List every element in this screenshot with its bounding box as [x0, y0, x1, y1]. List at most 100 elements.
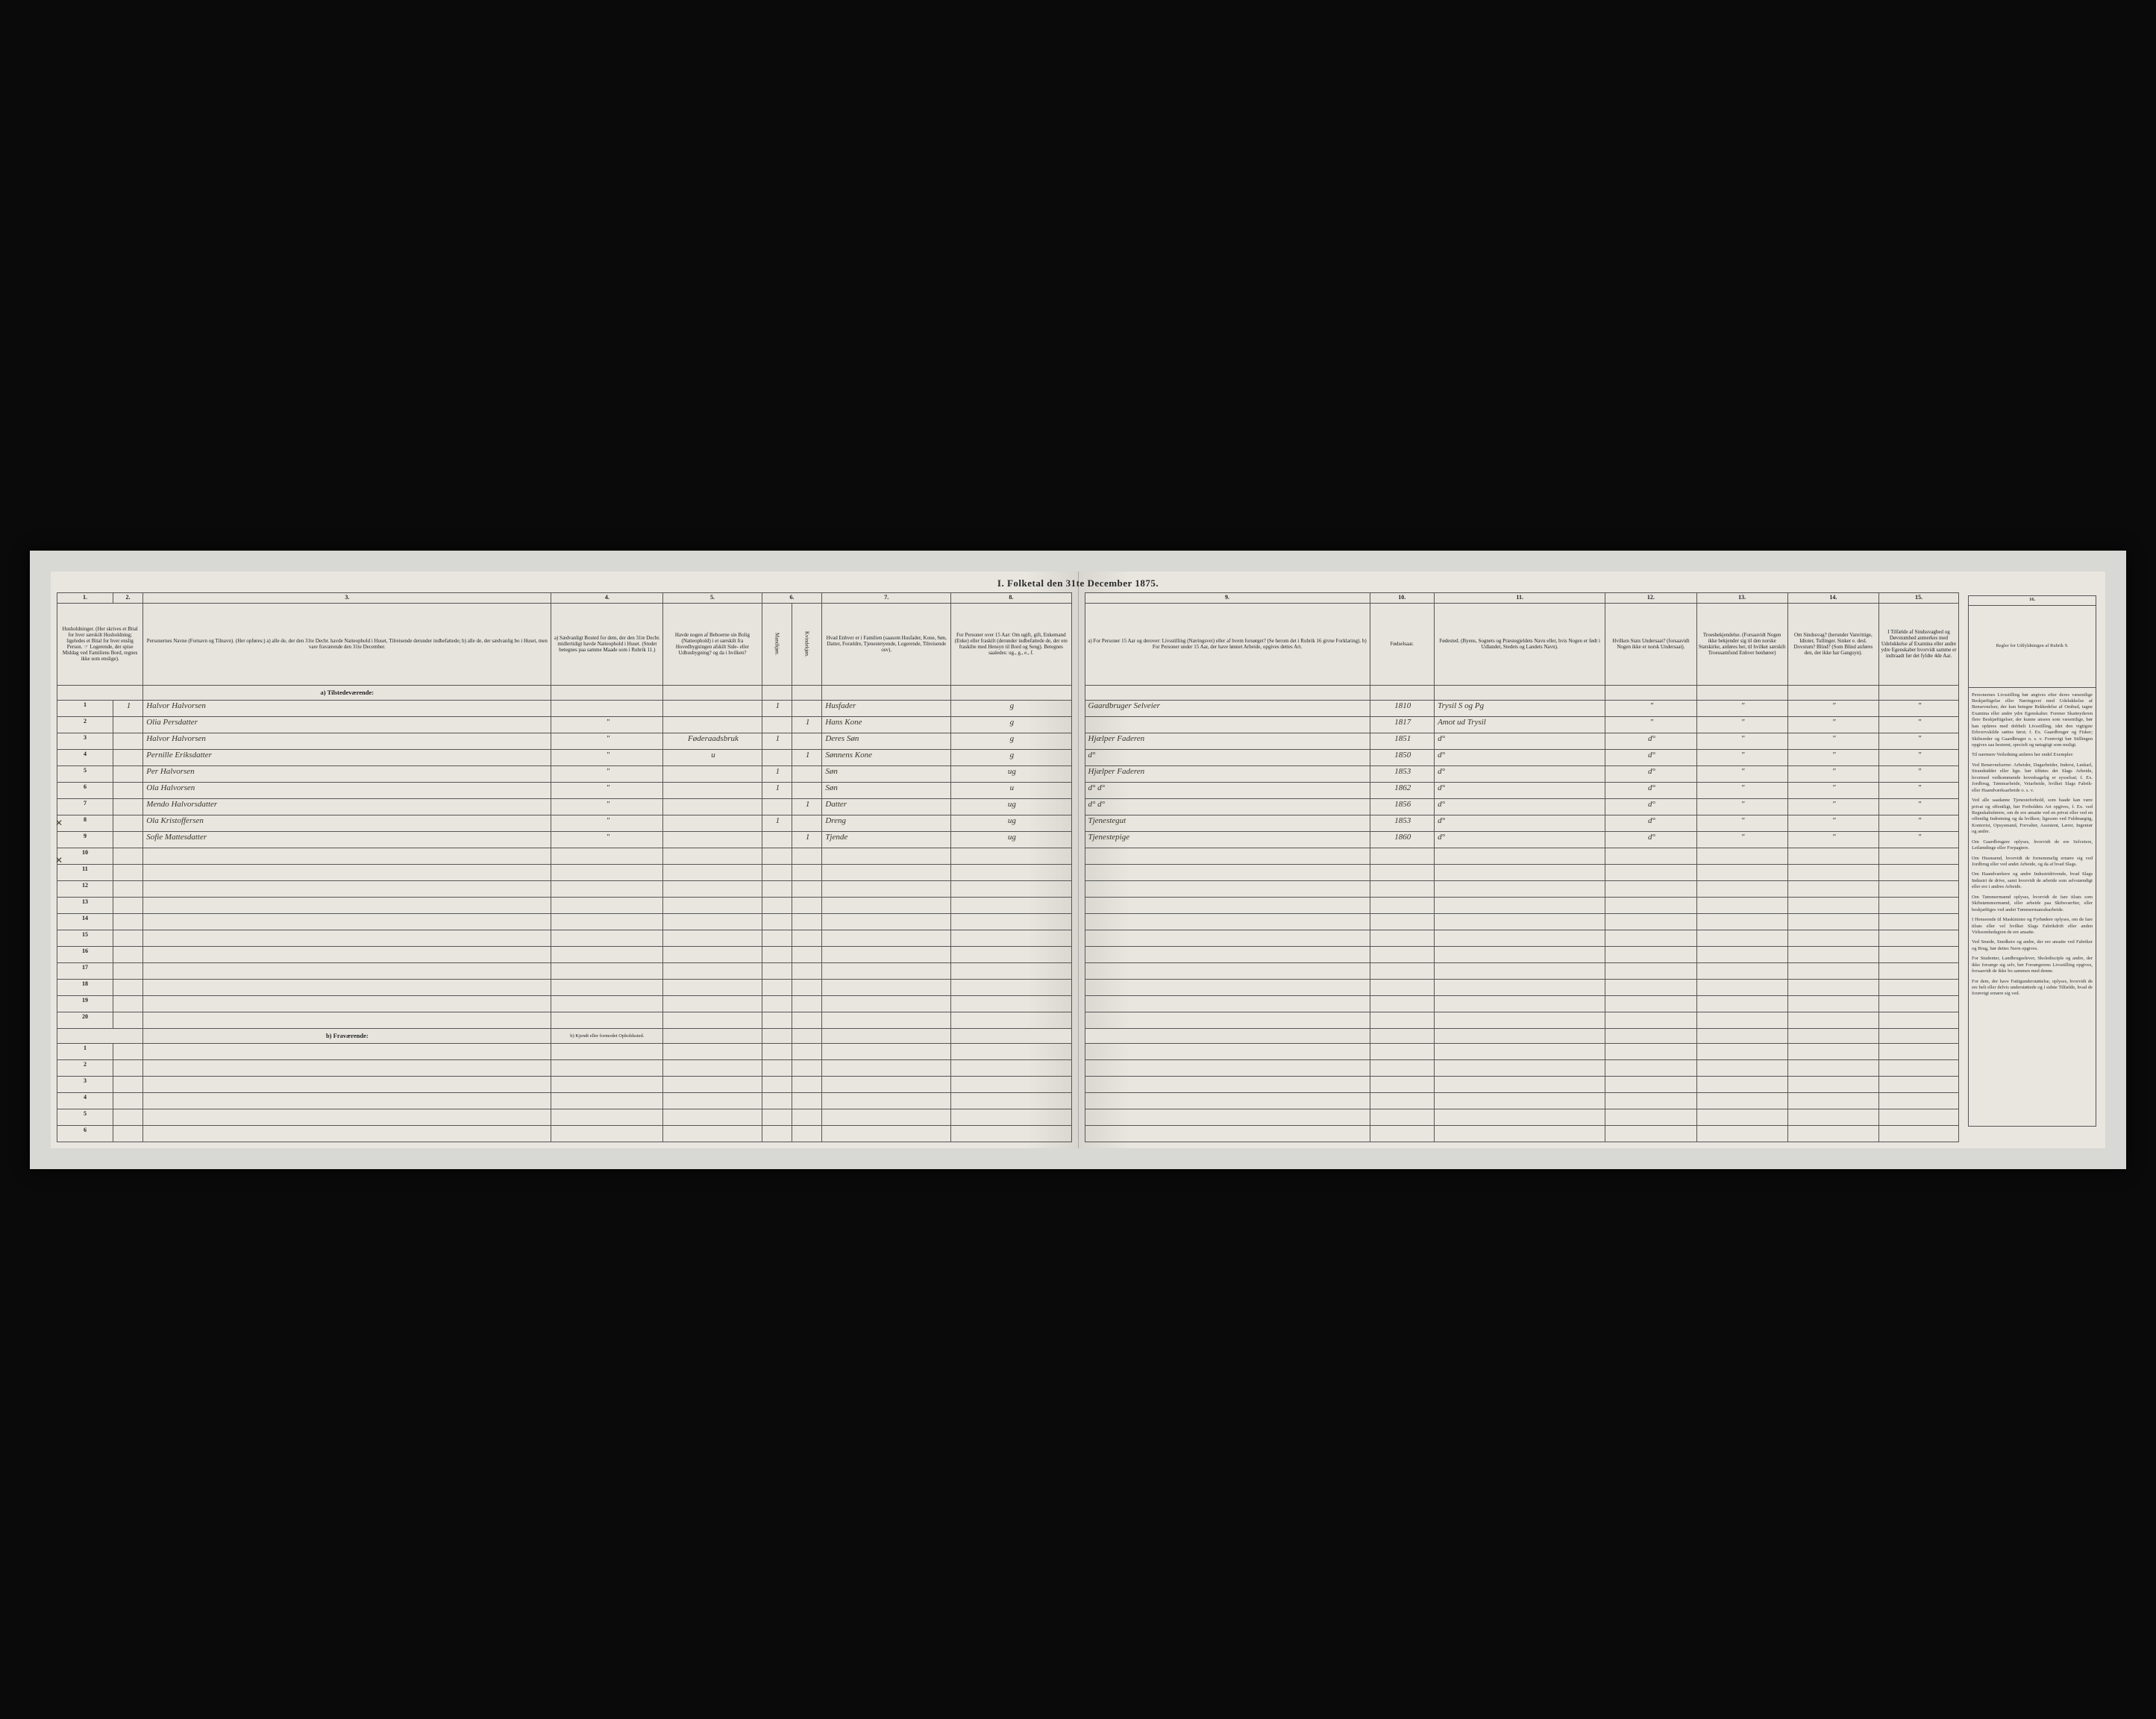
table-row	[1085, 930, 1959, 946]
table-row: 3	[57, 1076, 1072, 1092]
table-row: 12	[57, 880, 1072, 897]
cell: Sofie Mattesdatter	[143, 831, 551, 848]
instruction-para: I Henseende til Maskinister og Fyrbødere…	[1972, 917, 2093, 936]
colnum: 6.	[762, 592, 822, 603]
cell: 6	[57, 782, 113, 798]
cell: "	[551, 831, 663, 848]
section-b-label: b) Fraværende:	[143, 1028, 551, 1043]
col-header: Personernes Navne (Fornavn og Tilnavn). …	[143, 603, 551, 685]
cell: 1	[792, 716, 822, 733]
cell: 1817	[1370, 716, 1435, 733]
instruction-para: Ved alle saadanne Tjenesteforhold, som b…	[1972, 798, 2093, 836]
page-title: I. Folketal den 31te December 1875.	[51, 577, 2105, 589]
cell	[113, 782, 142, 798]
cell: d°	[1435, 733, 1605, 749]
right-table: 9. 10. 11. 12. 13. 14. 15. a) For Person…	[1085, 592, 1960, 1142]
colnum: 8.	[951, 592, 1071, 603]
cell	[762, 831, 792, 848]
table-row: 18	[57, 979, 1072, 995]
cell: Hjælper Faderen	[1085, 765, 1370, 782]
cell: d°	[1435, 815, 1605, 831]
col-header: a) For Personer 15 Aar og derover: Livss…	[1085, 603, 1370, 685]
right-page: 9. 10. 11. 12. 13. 14. 15. a) For Person…	[1079, 572, 2106, 1148]
cell: 4	[57, 749, 113, 765]
cell	[1085, 716, 1370, 733]
cell: 5	[57, 765, 113, 782]
table-row: 6	[57, 1125, 1072, 1142]
cell: "	[1787, 782, 1878, 798]
cell: d°	[1435, 831, 1605, 848]
cell: "	[1787, 765, 1878, 782]
col-header: Om Sindssvag? (herunder Vanvittige, Idio…	[1787, 603, 1878, 685]
cell: "	[1696, 782, 1787, 798]
cell: "	[1696, 765, 1787, 782]
cell	[792, 782, 822, 798]
table-row: 4	[57, 1092, 1072, 1109]
cell: d°	[1605, 765, 1696, 782]
table-row: Hjælper Faderen1851d°d°"""	[1085, 733, 1959, 749]
cell: "	[1696, 815, 1787, 831]
table-row	[1085, 1059, 1959, 1076]
cell: Gaardbruger Selveier	[1085, 700, 1370, 716]
cell: "	[1878, 798, 1958, 815]
cell	[113, 749, 142, 765]
cell	[113, 831, 142, 848]
cell: "	[1696, 733, 1787, 749]
colnum: 16.	[1968, 595, 2096, 606]
left-tbody: a) Tilstedeværende:11Halvor Halvorsen1Hu…	[57, 685, 1072, 1142]
cell: 1	[762, 782, 792, 798]
cell: 3	[57, 733, 113, 749]
table-row: 11	[57, 864, 1072, 880]
cell: Halvor Halvorsen	[143, 733, 551, 749]
cell: d° d°	[1085, 798, 1370, 815]
cell: Hjælper Faderen	[1085, 733, 1370, 749]
table-row: 19	[57, 995, 1072, 1012]
cell	[663, 700, 762, 716]
cell	[113, 798, 142, 815]
cell: ug	[951, 831, 1071, 848]
cell: ug	[951, 815, 1071, 831]
instructions-text: Personernes Livsstilling bør angives eft…	[1968, 688, 2096, 1127]
cell	[113, 716, 142, 733]
cell: Tjenestegut	[1085, 815, 1370, 831]
cell: "	[1878, 749, 1958, 765]
cell: 8	[57, 815, 113, 831]
cell: d°	[1085, 749, 1370, 765]
cell: 1851	[1370, 733, 1435, 749]
cell: "	[1878, 831, 1958, 848]
cell: u	[951, 782, 1071, 798]
cell: 1810	[1370, 700, 1435, 716]
cell	[762, 716, 792, 733]
cell: "	[551, 733, 663, 749]
cell: d°	[1605, 782, 1696, 798]
table-row: 3Halvor Halvorsen"Føderaadsbruk1Deres Sø…	[57, 733, 1072, 749]
cell: Hans Kone	[822, 716, 951, 733]
cell: 1	[762, 765, 792, 782]
cell	[663, 782, 762, 798]
table-row: 4Pernille Eriksdatter"u1Sønnens Koneg	[57, 749, 1072, 765]
cell: Pernille Eriksdatter	[143, 749, 551, 765]
colnum: 1.	[57, 592, 113, 603]
cell: "	[1878, 700, 1958, 716]
cell: Dreng	[822, 815, 951, 831]
instruction-para: For dem, der have Fattigunderstøttelse, …	[1972, 979, 2093, 998]
cell: "	[1787, 716, 1878, 733]
col-header: a) Sædvanligt Bosted for dem, der den 31…	[551, 603, 663, 685]
cell: "	[1696, 798, 1787, 815]
left-table: 1. 2. 3. 4. 5. 6. 7. 8. Husholdninger. (…	[57, 592, 1072, 1142]
cell: 1862	[1370, 782, 1435, 798]
margin-mark: ✕	[55, 855, 63, 866]
cell: "	[1878, 733, 1958, 749]
colnum: 14.	[1787, 592, 1878, 603]
table-row: Tjenestepige1860d°d°"""	[1085, 831, 1959, 848]
table-row	[1085, 1109, 1959, 1125]
table-row	[1085, 946, 1959, 962]
cell	[663, 716, 762, 733]
cell: Olia Persdatter	[143, 716, 551, 733]
cell: "	[1787, 700, 1878, 716]
cell: Mendo Halvorsdatter	[143, 798, 551, 815]
colnum: 13.	[1696, 592, 1787, 603]
colnum: 7.	[822, 592, 951, 603]
colnum: 4.	[551, 592, 663, 603]
cell: "	[1787, 815, 1878, 831]
